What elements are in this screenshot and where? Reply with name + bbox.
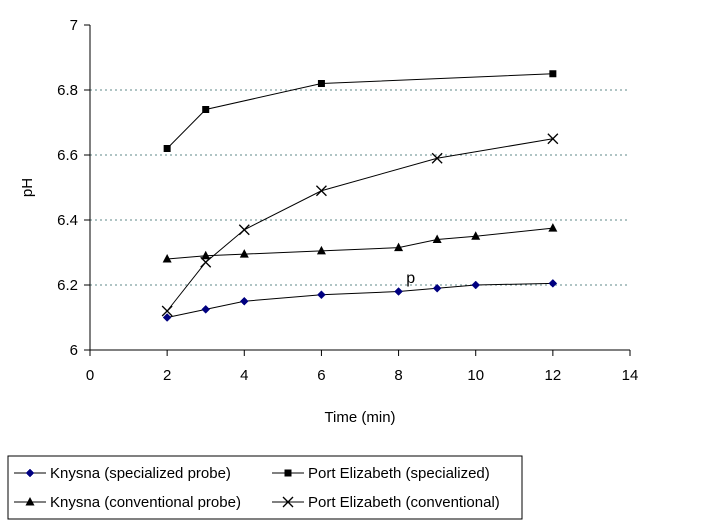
data-point-diamond — [239, 296, 249, 306]
data-point-x — [431, 152, 443, 164]
series-line-triangle — [167, 227, 553, 260]
data-point-square — [317, 80, 325, 87]
legend-label: Knysna (conventional probe) — [50, 494, 241, 511]
x-axis-title: Time (min) — [324, 409, 395, 426]
data-point-square — [202, 106, 210, 113]
data-point-triangle — [394, 242, 404, 252]
legend-item-x: Port Elizabeth (conventional) — [272, 494, 500, 511]
x-axis-ticks: 0 2 4 6 8 10 12 14 — [86, 350, 639, 384]
series-group — [161, 70, 559, 322]
data-point-diamond — [471, 280, 481, 290]
data-point-diamond — [432, 283, 442, 293]
data-point-x — [547, 133, 559, 145]
annotation-label: p — [406, 270, 415, 287]
y-axis-ticks: 6 6.2 6.4 6.6 6.8 7 — [57, 17, 90, 359]
legend-item-square: Port Elizabeth (specialized) — [272, 465, 490, 482]
legend-marker-x — [282, 496, 294, 508]
legend-item-triangle: Knysna (conventional probe) — [14, 494, 241, 511]
annotations: p — [406, 270, 415, 287]
series-line-diamond — [167, 282, 553, 318]
y-tick-label: 6.4 — [57, 212, 78, 229]
data-point-triangle — [162, 254, 172, 263]
legend-label: Port Elizabeth (specialized) — [308, 465, 490, 482]
data-point-square — [163, 145, 171, 152]
legend: Knysna (specialized probe) Port Elizabeth… — [7, 455, 523, 520]
x-tick-label: 4 — [240, 367, 248, 384]
series-line-x — [166, 138, 553, 312]
x-tick-label: 6 — [317, 367, 325, 384]
data-point-diamond — [548, 279, 558, 288]
y-tick-label: 6.2 — [57, 277, 78, 294]
data-point-x — [200, 256, 212, 268]
data-point-diamond — [201, 305, 211, 314]
y-axis-title: pH — [19, 178, 36, 197]
legend-marker-square — [284, 469, 292, 477]
axes — [89, 25, 630, 351]
grid-lines — [90, 89, 630, 286]
data-point-x — [315, 185, 327, 197]
legend-item-diamond: Knysna (specialized probe) — [14, 465, 231, 482]
data-point-triangle — [316, 245, 326, 255]
x-tick-label: 2 — [163, 367, 171, 384]
x-tick-label: 12 — [545, 367, 562, 384]
data-point-x — [161, 305, 173, 317]
data-point-triangle — [201, 250, 211, 260]
data-point-triangle — [239, 249, 249, 258]
data-point-x — [238, 224, 250, 236]
x-tick-label: 10 — [467, 367, 484, 384]
legend-box — [7, 455, 523, 520]
data-point-diamond — [162, 313, 172, 322]
x-tick-label: 14 — [622, 367, 639, 384]
x-tick-label: 0 — [86, 367, 94, 384]
data-point-triangle — [548, 223, 558, 232]
y-tick-label: 6.8 — [57, 82, 78, 99]
legend-label: Knysna (specialized probe) — [50, 465, 231, 482]
y-tick-label: 6.6 — [57, 147, 78, 164]
data-point-diamond — [317, 290, 326, 300]
data-point-triangle — [471, 231, 481, 240]
legend-marker-triangle — [25, 497, 35, 506]
data-point-diamond — [394, 287, 403, 296]
data-point-square — [549, 70, 557, 78]
y-tick-label: 7 — [70, 17, 78, 34]
x-tick-label: 8 — [394, 367, 402, 384]
series-line-square — [166, 73, 553, 149]
y-tick-label: 6 — [70, 342, 78, 359]
data-point-triangle — [432, 234, 442, 243]
legend-marker-diamond — [25, 468, 35, 478]
legend-label: Port Elizabeth (conventional) — [308, 494, 500, 511]
